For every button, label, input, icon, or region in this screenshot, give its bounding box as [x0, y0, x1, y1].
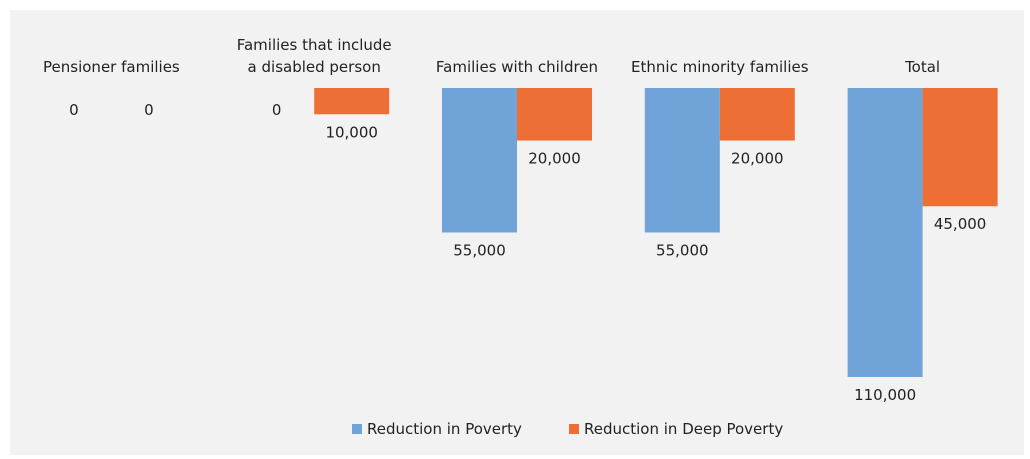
- bar-deep-poverty: [314, 88, 390, 115]
- legend-label-poverty: Reduction in Poverty: [367, 420, 522, 438]
- value-label-poverty: 55,000: [656, 242, 709, 260]
- value-label-poverty: 0: [272, 101, 282, 119]
- category-label: Pensioner families: [43, 58, 180, 76]
- bar-poverty: [847, 88, 923, 377]
- bar-deep-poverty: [922, 88, 998, 207]
- bar-poverty: [644, 88, 720, 233]
- value-label-deep-poverty: 20,000: [731, 150, 784, 168]
- value-label-deep-poverty: 45,000: [934, 215, 987, 233]
- value-label-poverty: 110,000: [854, 386, 916, 404]
- bar-deep-poverty: [517, 88, 592, 141]
- bar-deep-poverty: [719, 88, 795, 141]
- value-labels-group: 0 0 0 10,000 55,000 20,000 55,000 20,000 110,000…: [69, 101, 986, 404]
- category-label: Families that include a disabled person: [237, 36, 392, 76]
- category-label: Families with children: [436, 58, 598, 76]
- bar-chart: 0 0 0 10,000 55,000 20,000 55,000 20,000 110,000…: [43, 36, 998, 438]
- bar-poverty: [442, 88, 517, 233]
- legend-label-deep-poverty: Reduction in Deep Poverty: [584, 420, 783, 438]
- legend-swatch-deep-poverty: [569, 424, 579, 434]
- value-label-poverty: 0: [69, 101, 79, 119]
- category-label: Total: [904, 58, 940, 76]
- legend-swatch-poverty: [352, 424, 362, 434]
- legend: Reduction in Poverty Reduction in Deep Po…: [352, 420, 783, 438]
- value-label-poverty: 55,000: [453, 242, 506, 260]
- value-label-deep-poverty: 20,000: [528, 150, 581, 168]
- bars-group: [314, 88, 998, 377]
- category-labels-group: Pensioner families Families that include a…: [43, 36, 940, 76]
- chart-container: 0 0 0 10,000 55,000 20,000 55,000 20,000 110,000…: [10, 10, 1024, 455]
- category-label: Ethnic minority families: [631, 58, 809, 76]
- value-label-deep-poverty: 0: [144, 101, 154, 119]
- value-label-deep-poverty: 10,000: [325, 123, 378, 141]
